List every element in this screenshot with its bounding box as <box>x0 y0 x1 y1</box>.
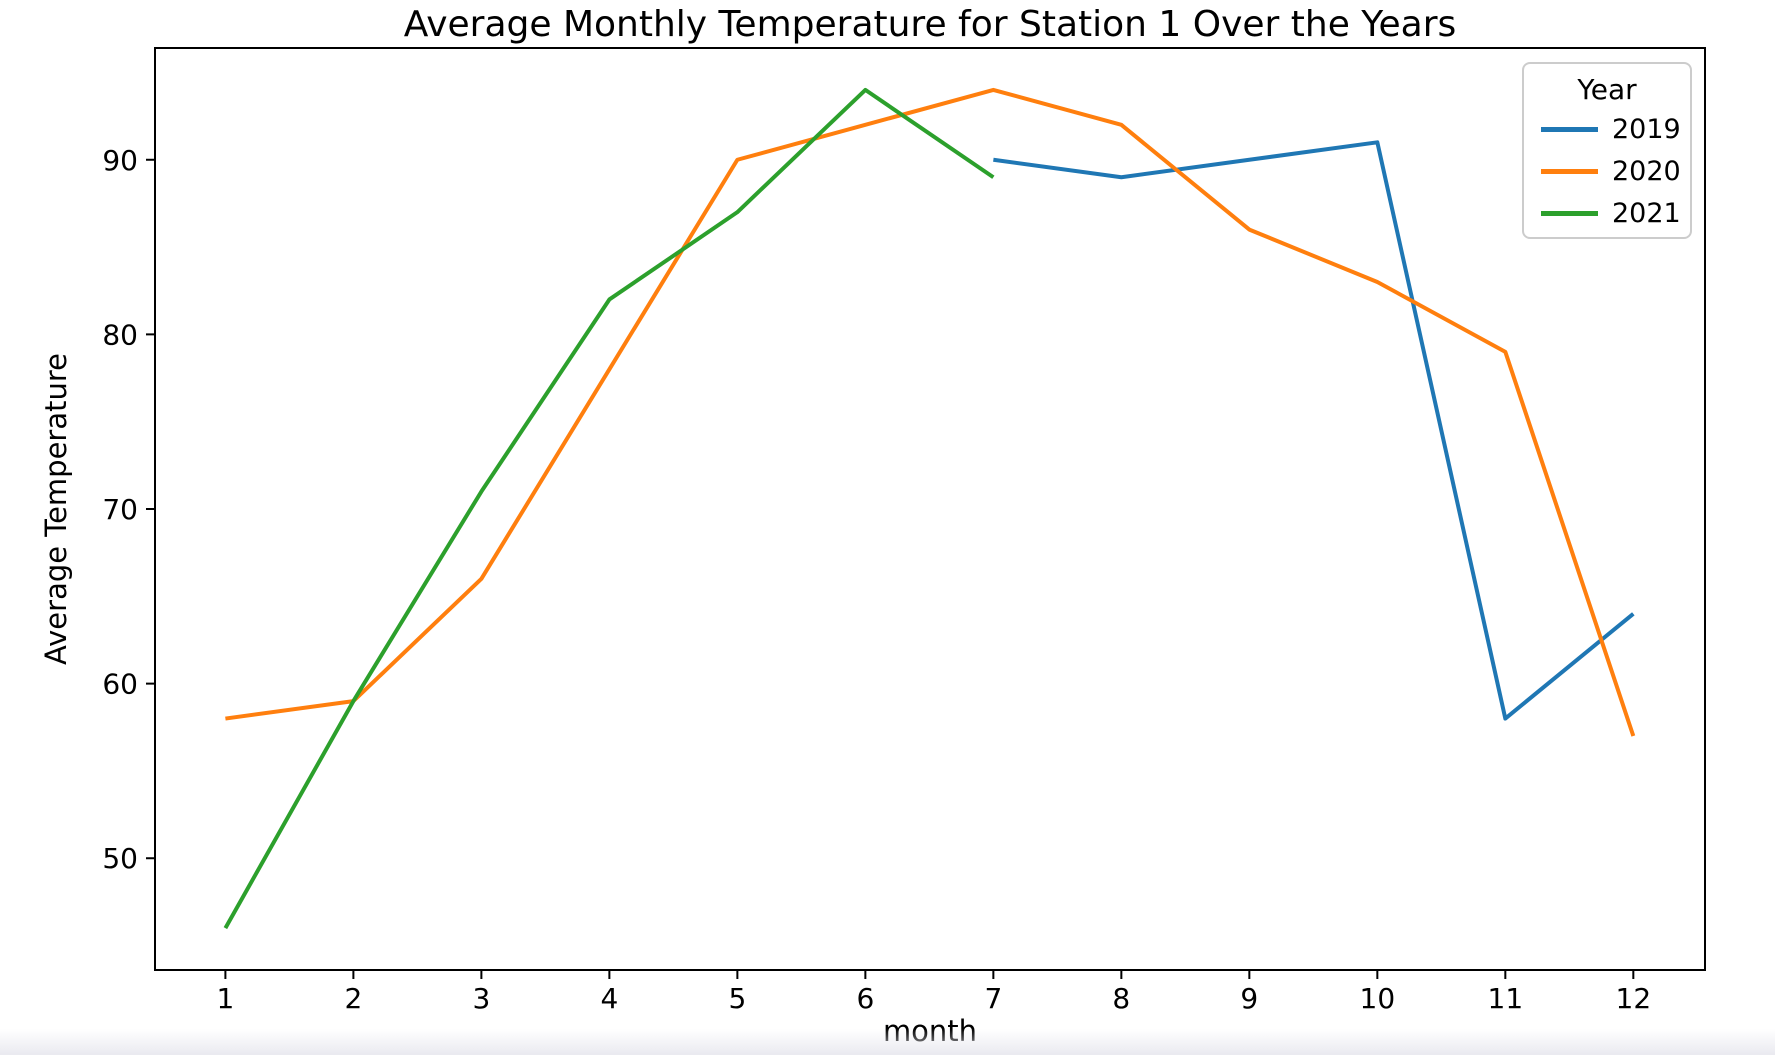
legend-swatch-2020-icon <box>1541 168 1598 174</box>
x-tick-label-8: 8 <box>1112 982 1130 1015</box>
y-tick-label-60: 60 <box>102 668 138 701</box>
legend-item-2020: 2020 <box>1524 150 1690 192</box>
legend-title: Year <box>1577 73 1637 106</box>
x-tick-label-11: 11 <box>1488 982 1524 1015</box>
x-tick-label-2: 2 <box>344 982 362 1015</box>
x-tick-label-9: 9 <box>1240 982 1258 1015</box>
y-axis-label: Average Temperature <box>39 353 73 665</box>
legend-label-2019: 2019 <box>1612 113 1681 145</box>
x-tick-label-10: 10 <box>1360 982 1396 1015</box>
series-line-2021 <box>223 87 995 930</box>
y-tick-label-70: 70 <box>102 493 138 526</box>
x-tick-label-12: 12 <box>1616 982 1652 1015</box>
legend: Year 2019 2020 2021 <box>1522 62 1692 239</box>
x-tick-label-5: 5 <box>728 982 746 1015</box>
x-tick-label-3: 3 <box>472 982 490 1015</box>
chart-title: Average Monthly Temperature for Station … <box>404 4 1457 45</box>
legend-item-2021: 2021 <box>1524 192 1690 234</box>
x-tick-label-1: 1 <box>216 982 234 1015</box>
axes-spines <box>154 47 1706 971</box>
y-tick-label-90: 90 <box>102 144 138 177</box>
series-line-2020 <box>225 87 1636 737</box>
series-line-2019 <box>993 140 1635 721</box>
x-tick-label-6: 6 <box>856 982 874 1015</box>
x-tick-label-4: 4 <box>600 982 618 1015</box>
y-tick-label-50: 50 <box>102 842 138 875</box>
x-tick-label-7: 7 <box>984 982 1002 1015</box>
legend-label-2021: 2021 <box>1612 197 1681 229</box>
legend-item-2019: 2019 <box>1524 108 1690 150</box>
y-tick-label-80: 80 <box>102 318 138 351</box>
legend-swatch-2021-icon <box>1541 210 1598 216</box>
legend-label-2020: 2020 <box>1612 155 1681 187</box>
legend-swatch-2019-icon <box>1541 126 1598 132</box>
x-axis-label: month <box>883 1014 977 1048</box>
